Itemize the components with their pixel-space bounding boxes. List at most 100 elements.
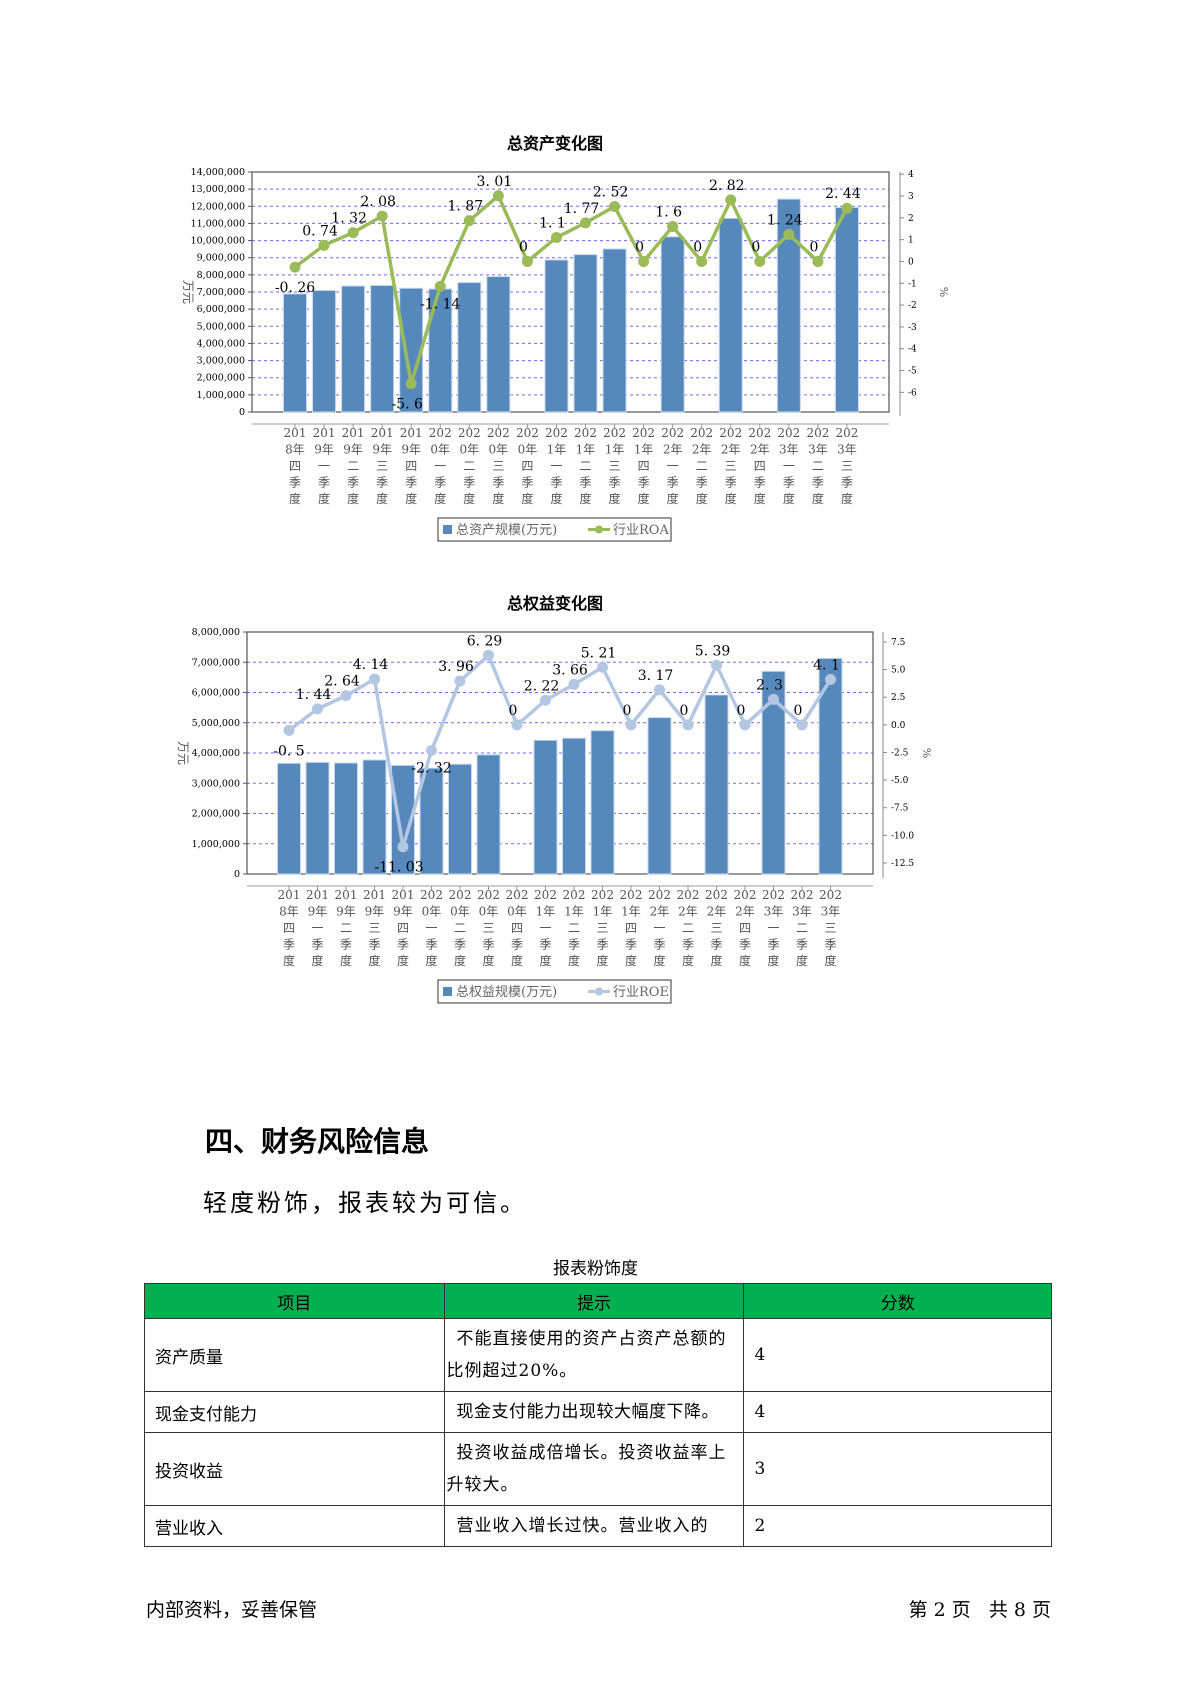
legend-label: 行业ROA	[613, 523, 669, 538]
x-tick-label: 201 9年三季度	[363, 888, 386, 968]
x-tick-label: 202 2年四季度	[734, 888, 757, 968]
bar	[660, 236, 685, 413]
data-point	[369, 673, 380, 685]
bar	[391, 764, 415, 875]
x-tick-label: 202 0年四季度	[516, 426, 539, 506]
y2-tick-label: -3	[908, 323, 917, 333]
x-tick-label: 201 9年二季度	[335, 888, 358, 968]
table-header-row: 项目 提示 分数	[144, 1283, 1052, 1319]
cell-hint: 不能直接使用的资产占资产总额的比例超过20%。	[443, 1318, 745, 1392]
y2-tick-label: -6	[908, 388, 917, 398]
data-point	[682, 719, 694, 731]
section-summary: 轻度粉饰，报表较为可信。	[203, 1189, 527, 1217]
y2-axis-label: %	[920, 748, 933, 758]
data-label: 1. 44	[296, 687, 332, 703]
x-tick-label: 202 1年一季度	[534, 888, 557, 968]
y-tick-label: 2,000,000	[192, 809, 240, 820]
data-point	[783, 228, 795, 240]
x-tick-label: 202 3年三季度	[835, 426, 858, 506]
cell-score: 4	[743, 1318, 1052, 1392]
y-tick-label: 9,000,000	[197, 253, 245, 264]
legend	[437, 517, 672, 542]
x-tick-label: 202 2年一季度	[648, 888, 671, 968]
data-label: 0	[519, 239, 528, 255]
data-label: 1. 77	[564, 201, 600, 217]
data-point	[483, 649, 494, 661]
x-tick-label: 202 1年二季度	[563, 888, 586, 968]
data-label: -0. 26	[275, 280, 315, 296]
x-tick-label: 202 1年二季度	[574, 426, 597, 506]
y-tick-label: 1,000,000	[192, 839, 240, 850]
data-label: 3. 17	[638, 668, 674, 684]
bar	[277, 762, 301, 875]
bar	[362, 759, 387, 875]
data-point	[492, 190, 504, 202]
data-label: 2. 64	[324, 674, 360, 690]
y2-tick-label: 5.0	[891, 666, 906, 676]
x-tick-label: 202 2年二季度	[677, 888, 700, 968]
data-label: 0	[737, 703, 746, 719]
y2-tick-label: 4	[908, 170, 914, 180]
x-tick-label: 202 2年一季度	[661, 426, 684, 506]
cell-score: 2	[743, 1505, 1052, 1547]
x-tick-label: 202 1年三季度	[603, 426, 626, 506]
data-point	[812, 255, 824, 267]
data-label: 4. 1	[813, 658, 840, 674]
y2-tick-label: -12.5	[891, 859, 914, 869]
data-point	[463, 215, 475, 227]
bar	[341, 285, 366, 413]
legend-label: 行业ROE	[613, 985, 669, 1000]
y-tick-label: 7,000,000	[197, 287, 245, 298]
table-row: 资产质量 不能直接使用的资产占资产总额的比例超过20%。 4	[144, 1318, 1052, 1392]
data-label: 3. 01	[477, 174, 513, 190]
data-point	[739, 719, 751, 731]
data-label: 2. 08	[360, 194, 396, 210]
plot-area	[251, 171, 890, 413]
x-tick-label: 202 2年四季度	[748, 426, 771, 506]
data-point	[667, 221, 679, 233]
bar	[457, 282, 482, 413]
y-tick-label: 3,000,000	[197, 356, 245, 367]
legend-swatch-marker	[595, 525, 603, 534]
bar	[761, 670, 786, 875]
bar	[718, 217, 743, 413]
data-label: 1. 24	[767, 212, 803, 228]
data-point	[376, 210, 388, 222]
x-tick-label: 202 3年一季度	[762, 888, 785, 968]
y2-tick-label: -5.0	[891, 776, 909, 786]
bar	[704, 694, 729, 875]
data-label: 0	[751, 239, 760, 255]
series-line	[293, 192, 849, 385]
data-label: 1. 6	[655, 205, 682, 221]
y-axis-label: 万元	[176, 741, 190, 765]
bar	[370, 284, 395, 413]
x-tick-label: 202 0年一季度	[429, 426, 452, 506]
plot-area	[246, 631, 874, 875]
y-tick-label: 6,000,000	[192, 688, 240, 699]
y-tick-label: 4,000,000	[197, 338, 245, 349]
y-axis-label: 万元	[181, 280, 195, 304]
data-label: 0	[680, 703, 689, 719]
x-tick-label: 201 8年四季度	[278, 888, 301, 968]
cell-hint: 投资收益成倍增长。投资收益率上升较大。	[443, 1432, 745, 1506]
total-equity-chart: 总权益变化图 0 1,000,000 2,000,000 3,000,000 4,000,…	[176, 594, 933, 1004]
data-point	[318, 239, 330, 251]
data-label: 0	[794, 703, 803, 719]
cell-item: 投资收益	[144, 1432, 445, 1506]
data-label: 3. 66	[552, 662, 588, 678]
bar	[590, 730, 615, 875]
x-tick-label: 202 0年一季度	[420, 888, 443, 968]
x-tick-label: 202 0年三季度	[477, 888, 500, 968]
data-point	[540, 694, 551, 706]
y2-tick-label: -2	[908, 301, 917, 311]
x-tick-label: 202 1年四季度	[632, 426, 655, 506]
y2-tick-label: -4	[908, 345, 917, 355]
data-label: 0	[509, 703, 518, 719]
data-point	[283, 724, 295, 736]
data-label: 0	[693, 239, 702, 255]
y2-tick-label: 1	[908, 236, 914, 246]
y-tick-label: 6,000,000	[197, 304, 245, 315]
legend-swatch-bar	[443, 525, 452, 534]
data-label: -11. 03	[374, 860, 423, 876]
